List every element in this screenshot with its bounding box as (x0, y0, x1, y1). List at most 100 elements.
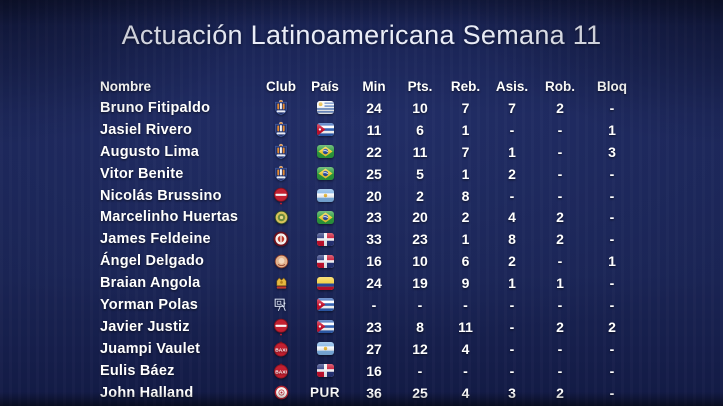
flag (316, 254, 334, 268)
stat-rob: - (557, 121, 563, 138)
stat-min: - (371, 296, 377, 313)
flag-dominican-republic-icon (316, 232, 334, 246)
stat-rob: - (557, 187, 563, 204)
table-row: Marcelinho Huertas 23 20 2 4 2 - (100, 206, 644, 228)
club-logo-icon (263, 383, 299, 403)
club-logo-icon (263, 317, 299, 337)
stat-min: 11 (366, 121, 382, 138)
stat-bloq: - (609, 165, 615, 182)
stat-asis: 1 (508, 275, 516, 292)
stat-reb: 4 (461, 340, 470, 357)
stat-min: 20 (366, 187, 382, 204)
stat-asis: - (509, 187, 515, 204)
player-name: Eulis Báez (100, 362, 175, 379)
header-club: Club (266, 79, 296, 94)
club-logo (271, 383, 291, 403)
stat-reb: 2 (461, 209, 470, 226)
stat-min: 36 (366, 384, 382, 401)
stat-bloq: 1 (608, 121, 616, 138)
flag (316, 167, 334, 181)
flag (316, 320, 334, 334)
club-logo (271, 317, 291, 337)
club-logo (271, 229, 291, 249)
stat-asis: 2 (508, 165, 516, 182)
flag (316, 123, 334, 137)
club-logo (271, 164, 291, 184)
stat-rob: 2 (556, 231, 564, 248)
country-flag-icon (299, 298, 351, 312)
stat-min: 16 (366, 362, 382, 379)
club-logo (271, 273, 291, 293)
club-logo (271, 186, 291, 206)
stat-asis: 8 (508, 231, 516, 248)
stat-reb: 4 (461, 384, 470, 401)
club-logo (271, 98, 291, 118)
stat-bloq: - (609, 362, 615, 379)
flag-brazil-icon (316, 145, 334, 159)
country-flag-icon (299, 320, 351, 334)
stat-pts: 10 (412, 253, 428, 270)
stat-bloq: - (609, 99, 615, 116)
player-name: Marcelinho Huertas (100, 209, 239, 226)
club-logo (271, 295, 291, 315)
player-name: Braian Angola (100, 275, 201, 292)
club-logo-icon (263, 186, 299, 206)
table-row: Bruno Fitipaldo 24 10 7 7 2 - (100, 97, 644, 119)
flag-colombia-icon (316, 276, 334, 290)
stat-min: 25 (366, 165, 382, 182)
header-rob: Rob. (545, 79, 575, 94)
flag-cuba-icon (316, 298, 334, 312)
stat-asis: 3 (508, 384, 516, 401)
country-flag-icon (299, 276, 351, 290)
flag (316, 298, 334, 312)
club-baxi-round-icon: BAXI (273, 363, 289, 379)
stat-bloq: 1 (608, 253, 616, 270)
flag-cuba-icon (316, 123, 334, 137)
stat-min: 23 (366, 318, 382, 335)
stat-pts: 23 (412, 231, 428, 248)
flag (316, 189, 334, 202)
club-red-circle-icon (273, 187, 289, 205)
page-title: Actuación Latinoamericana Semana 11 (121, 20, 602, 50)
stat-min: 24 (366, 99, 382, 116)
stat-bloq: 2 (608, 318, 616, 335)
country-flag-icon (299, 167, 351, 181)
stat-rob: - (557, 362, 563, 379)
country-flag-icon (299, 364, 351, 378)
header-asis: Asis. (495, 79, 529, 94)
table-row: Vitor Benite 25 5 1 2 - - (100, 163, 644, 185)
club-logo (271, 207, 291, 227)
club-baxi-round-icon: BAXI (273, 341, 289, 357)
stats-table: Nombre Club País Min Pts. Reb. Asis. Rob… (100, 76, 644, 403)
stat-bloq: - (609, 231, 615, 248)
stat-bloq: - (609, 296, 615, 313)
stat-asis: - (509, 318, 515, 335)
club-logo-icon (263, 229, 299, 249)
table-row: James Feldeine 33 23 1 8 2 - (100, 228, 644, 250)
stat-reb: 8 (461, 187, 470, 204)
stat-asis: 2 (508, 253, 516, 270)
stat-bloq: - (609, 340, 615, 357)
table-row: Augusto Lima 22 11 7 1 - 3 (100, 141, 644, 163)
stat-rob: - (557, 340, 563, 357)
club-burgos-shield-icon (275, 165, 287, 181)
stat-rob: - (557, 143, 563, 160)
svg-text:BAXI: BAXI (275, 347, 287, 353)
stat-pts: - (417, 296, 423, 313)
stat-asis: - (509, 296, 515, 313)
stat-min: 23 (366, 209, 382, 226)
flag (316, 145, 334, 159)
stat-reb: 6 (461, 253, 470, 270)
club-burgos-shield-icon (275, 121, 287, 137)
player-name: Augusto Lima (100, 143, 200, 160)
player-name: Ángel Delgado (100, 253, 205, 270)
flag (316, 101, 334, 115)
country-flag-icon (299, 123, 351, 137)
club-green-gold-round-icon (274, 210, 288, 225)
country-flag-icon (299, 232, 351, 246)
stat-reb: 7 (461, 143, 470, 160)
club-red-circle-icon (273, 318, 289, 336)
stat-pts: 10 (412, 99, 428, 116)
table-body: Bruno Fitipaldo 24 10 7 7 2 - Jasiel Riv… (100, 97, 644, 403)
